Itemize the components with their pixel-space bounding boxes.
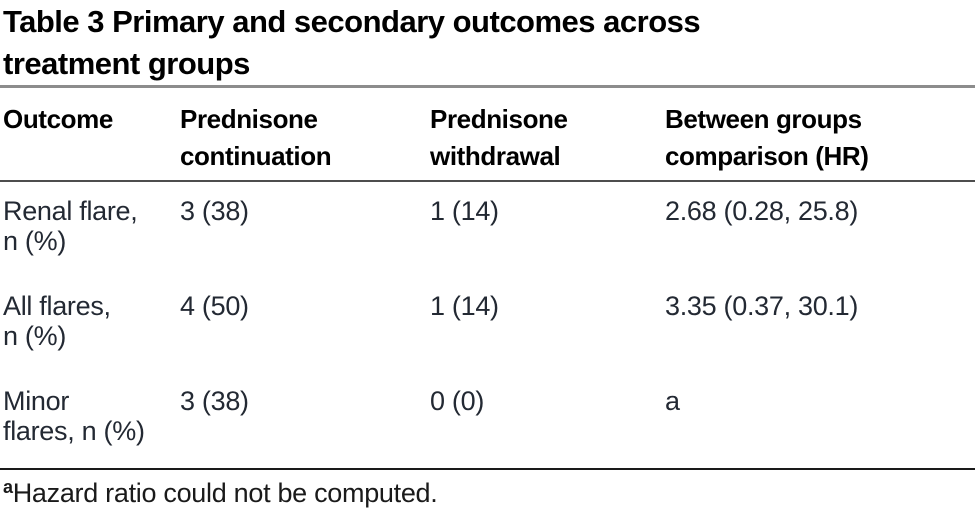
withdrawal-value: 0 (0) — [430, 386, 485, 416]
comparison-value: a — [665, 386, 680, 416]
comparison-value: 2.68 (0.28, 25.8) — [665, 196, 859, 226]
continuation-value: 4 (50) — [180, 291, 249, 321]
table-title: Table 3 Primary and secondary outcomes a… — [3, 4, 701, 81]
table-body: Renal flare, n (%) 3 (38) 1 (14) 2.68 (0… — [0, 182, 975, 446]
continuation-value: 3 (38) — [180, 386, 249, 416]
footnote-text: Hazard ratio could not be computed. — [12, 478, 438, 508]
withdrawal-value: 1 (14) — [430, 291, 499, 321]
comparison-value: 3.35 (0.37, 30.1) — [665, 291, 859, 321]
column-header-outcome: Outcome — [3, 104, 113, 134]
outcome-label: All flares, n (%) — [3, 291, 111, 351]
header-divider-rule — [0, 180, 975, 182]
table-footnote: aHazard ratio could not be computed. — [0, 477, 975, 509]
withdrawal-value: 1 (14) — [430, 196, 499, 226]
column-header-prednisone-withdrawal: Prednisone withdrawal — [430, 104, 568, 171]
footnote-marker: a — [3, 477, 13, 497]
column-header-between-groups-comparison: Between groups comparison (HR) — [665, 104, 869, 171]
outcome-label: Minor flares, n (%) — [3, 386, 145, 446]
table-row-renal-flare: Renal flare, n (%) 3 (38) 1 (14) 2.68 (0… — [0, 196, 975, 256]
title-divider-rule — [0, 85, 975, 88]
table-bottom-rule — [0, 468, 975, 470]
outcome-label: Renal flare, n (%) — [3, 196, 138, 256]
table-row-all-flares: All flares, n (%) 4 (50) 1 (14) 3.35 (0.… — [0, 291, 975, 351]
column-header-prednisone-continuation: Prednisone continuation — [180, 104, 332, 171]
table-row-minor-flares: Minor flares, n (%) 3 (38) 0 (0) a — [0, 386, 975, 446]
table-header-row: Outcome Prednisone continuation Predniso… — [0, 88, 975, 180]
continuation-value: 3 (38) — [180, 196, 249, 226]
